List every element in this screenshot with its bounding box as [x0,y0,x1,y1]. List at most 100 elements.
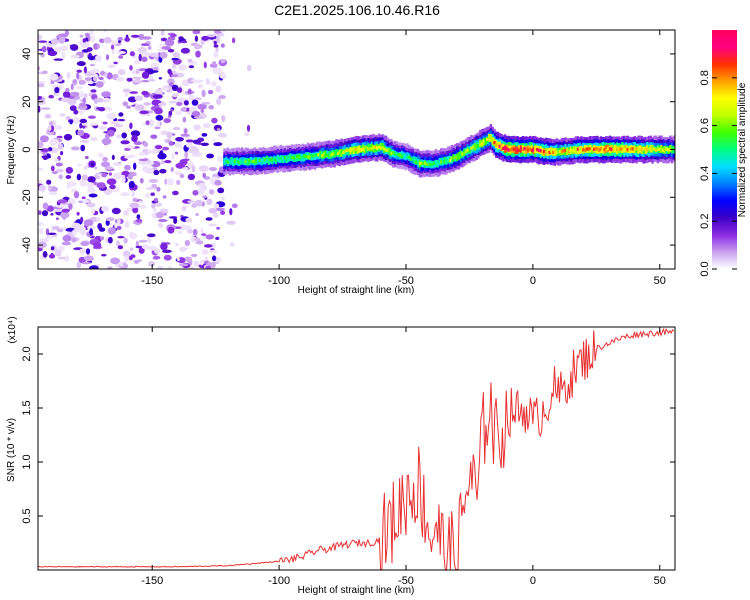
spectrogram-noise-cell [170,167,174,172]
spectrogram-noise-cell [188,265,195,269]
spectrogram-noise-cell [133,259,140,264]
spectrogram-noise-cell [220,58,226,64]
spectrogram-noise-cell [117,69,126,76]
spectrogram-noise-cell [50,246,55,251]
spectrogram-noise-cell [107,227,117,235]
spectrogram-noise-cell [213,40,217,45]
spectrogram-noise-cell [71,237,77,243]
spectrogram-ridge-cell [424,161,427,165]
spectrogram-ridge-cell [399,153,402,157]
spectrogram-noise-cell [89,30,94,36]
spectrogram-ridge-cell [633,147,636,151]
spectrogram-noise-cell [175,243,179,246]
spectrogram-ridge-cell [283,156,287,160]
snr-ytick-label: 1.0 [21,454,33,469]
spectrogram-noise-cell [102,97,111,103]
spectrogram-noise-cell [57,143,64,150]
spectrogram-ridge-cell [251,159,255,164]
spectrogram-noise-cell [99,76,104,81]
spectrogram-noise-cell [214,179,222,186]
spectrogram-noise-cell [220,43,225,48]
spectrogram-noise-cell [47,50,58,57]
spectrogram-noise-cell [101,205,110,212]
snr-series-line [38,327,675,570]
spectrogram-ridge-cell [242,159,246,163]
spectrogram-noise-cell [216,35,221,43]
spectrogram-ridge-cell [411,157,414,161]
spectrogram-noise-cell [145,187,155,190]
spectrogram-noise-cell [122,88,131,93]
spectrogram-noise-cell [172,52,180,58]
spectrogram-ridge-cell [582,148,585,152]
spectrogram-ridge-cell [281,157,285,161]
spectrogram-noise-cell [189,146,198,151]
spectrogram-noise-cell [117,118,126,122]
spectrogram-noise-cell [103,36,112,44]
spectrogram-noise-cell [229,241,235,247]
spectrogram-ridge-cell [431,162,434,166]
spectrogram-noise-cell [179,246,187,252]
spectrogram-noise-cell [118,55,124,59]
spectrogram-noise-cell [167,48,175,53]
spectrogram-noise-cell [155,145,163,150]
spectrogram-ridge-cell [290,155,294,160]
spectrogram-ridge-cell [575,148,578,152]
spectrogram-noise-cell [95,217,101,222]
spectrogram-noise-cell [88,193,98,198]
spectrogram-noise-cell [195,213,199,216]
spectrogram-noise-cell [66,71,71,79]
spectrogram-noise-cell [81,41,90,49]
spectrogram-noise-cell [212,61,216,66]
spectrogram-xtick-label: 50 [654,275,666,287]
spectrogram-noise-cell [84,255,94,262]
spectrogram-ridge-cell [461,152,464,156]
spectrogram-noise-cell [110,120,120,125]
spectrogram-ridge-cell [628,148,631,152]
spectrogram-noise-cell [202,172,206,178]
spectrogram-noise-cell [149,70,159,73]
spectrogram-noise-cell [170,33,177,38]
spectrogram-ridge-cell [637,147,640,152]
colorbar-tick-label: 0.2 [699,214,711,229]
spectrogram-noise-cell [109,223,113,226]
spectrogram-noise-cell [67,198,76,205]
spectrogram-noise-cell [116,134,122,139]
spectrogram-noise-cell [129,122,133,130]
spectrogram-noise-cell [195,50,201,58]
spectrogram-noise-cell [197,84,204,89]
spectrogram-noise-cell [97,152,104,158]
spectrogram-xtick-label: -150 [141,275,163,287]
spectrogram-noise-cell [171,152,175,161]
spectrogram-noise-cell [147,158,151,164]
spectrogram-ridge-cell [447,159,450,163]
spectrogram-noise-cell [129,65,133,71]
spectrogram-noise-cell [191,79,197,82]
spectrogram-ridge-cell [651,146,654,151]
snr-multiplier: (x10⁴) [7,316,18,343]
spectrogram-noise-cell [76,211,80,216]
spectrogram-noise-cell [198,165,209,172]
spectrogram-noise-cell [108,172,112,176]
spectrogram-ridge-cell [280,156,283,161]
spectrogram-noise-cell [129,51,135,57]
spectrogram-noise-cell [167,266,173,269]
spectrogram-noise-cell [106,112,117,120]
spectrogram-ridge-cell [333,151,336,155]
spectrogram-ridge-cell [521,147,525,152]
spectrogram-ridge-cell [543,149,546,154]
spectrogram-noise-cell [76,173,82,181]
spectrogram-ridge-cell [342,150,345,154]
spectrogram-noise-cell [220,30,226,33]
spectrogram-ridge-cell [560,150,564,154]
spectrogram-ridge-cell [583,148,587,152]
spectrogram-noise-cell [145,120,150,126]
spectrogram-noise-cell [38,179,42,183]
spectrogram-noise-cell [192,139,201,144]
spectrogram-noise-cell [73,191,80,199]
spectrogram-ridge-cell [432,161,436,165]
spectrogram-ridge-cell [351,147,354,152]
spectrogram-noise-cell [114,222,118,229]
spectrogram-ridge-cell [260,159,263,163]
spectrogram-ridge-cell [555,150,558,154]
spectrogram-ridge-cell [239,159,242,163]
